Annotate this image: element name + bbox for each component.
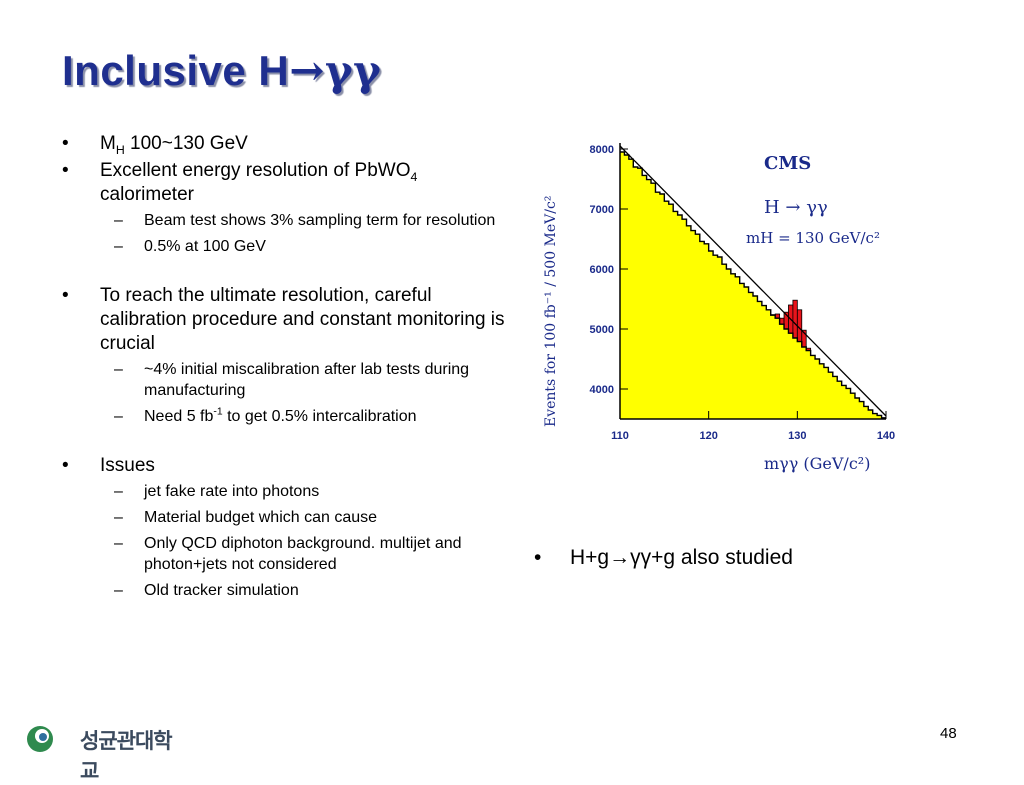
plot-axes: 4000 5000 6000 7000 8000 110 120 130 140 xyxy=(590,143,895,442)
bullet-resolution: Excellent energy resolution of PbWO4calo… xyxy=(58,159,508,207)
bullet-mh: MH 100~130 GeV xyxy=(58,132,508,156)
sub-bullet-material: Material budget which can cause xyxy=(58,507,508,528)
background-area xyxy=(620,152,886,419)
sub-bullet-jet-fake: jet fake rate into photons xyxy=(58,481,508,502)
signal-bar xyxy=(796,309,803,343)
y-tick-label: 5000 xyxy=(590,324,614,336)
x-tick-label: 140 xyxy=(877,430,895,442)
x-tick-label: 120 xyxy=(699,430,717,442)
university-logo: 성균관대학교 xyxy=(26,722,186,783)
y-tick-label: 4000 xyxy=(590,384,614,396)
x-tick-label: 130 xyxy=(788,430,806,442)
background-histogram xyxy=(620,151,886,419)
sub-bullet-miscalibration: ~4% initial miscalibration after lab tes… xyxy=(58,359,508,401)
plot-area xyxy=(619,145,887,419)
page-title: Inclusive H→γγ xyxy=(62,46,382,95)
bullet-calibration: To reach the ultimate resolution, carefu… xyxy=(58,284,508,356)
bullet-issues: Issues xyxy=(58,454,508,478)
sub-bullet-qcd: Only QCD diphoton background. multijet a… xyxy=(58,533,508,575)
sub-bullet-tracker: Old tracker simulation xyxy=(58,580,508,601)
left-bullet-list: MH 100~130 GeV Excellent energy resoluti… xyxy=(58,132,508,606)
y-tick-label: 8000 xyxy=(590,144,614,156)
university-emblem-icon xyxy=(27,726,53,752)
process-label: H → γγ xyxy=(764,197,828,218)
y-axis-label: Events for 100 fb⁻¹ / 500 MeV/c² xyxy=(543,196,559,427)
x-axis-label: mγγ (GeV/c²) xyxy=(764,454,870,473)
background-fit-line xyxy=(619,145,887,417)
y-tick-label: 6000 xyxy=(590,264,614,276)
university-name: 성균관대학교 xyxy=(80,729,173,783)
sub-bullet-intercalibration: Need 5 fb-1 to get 0.5% intercalibration xyxy=(58,406,508,427)
page-number: 48 xyxy=(940,725,957,742)
sub-bullet-half-percent: 0.5% at 100 GeV xyxy=(58,236,508,257)
experiment-label: CMS xyxy=(764,153,811,174)
signal-bar xyxy=(792,299,798,339)
y-tick-label: 7000 xyxy=(590,204,614,216)
higgs-diphoton-plot: 4000 5000 6000 7000 8000 110 120 130 140 CMS H →… xyxy=(543,143,895,473)
x-tick-label: 110 xyxy=(611,430,629,442)
bullet-hg-studied: H+g→γγ+g also studied xyxy=(530,546,793,570)
mass-label: mH = 130 GeV/c² xyxy=(746,229,880,247)
sub-bullet-beam-test: Beam test shows 3% sampling term for res… xyxy=(58,210,508,231)
